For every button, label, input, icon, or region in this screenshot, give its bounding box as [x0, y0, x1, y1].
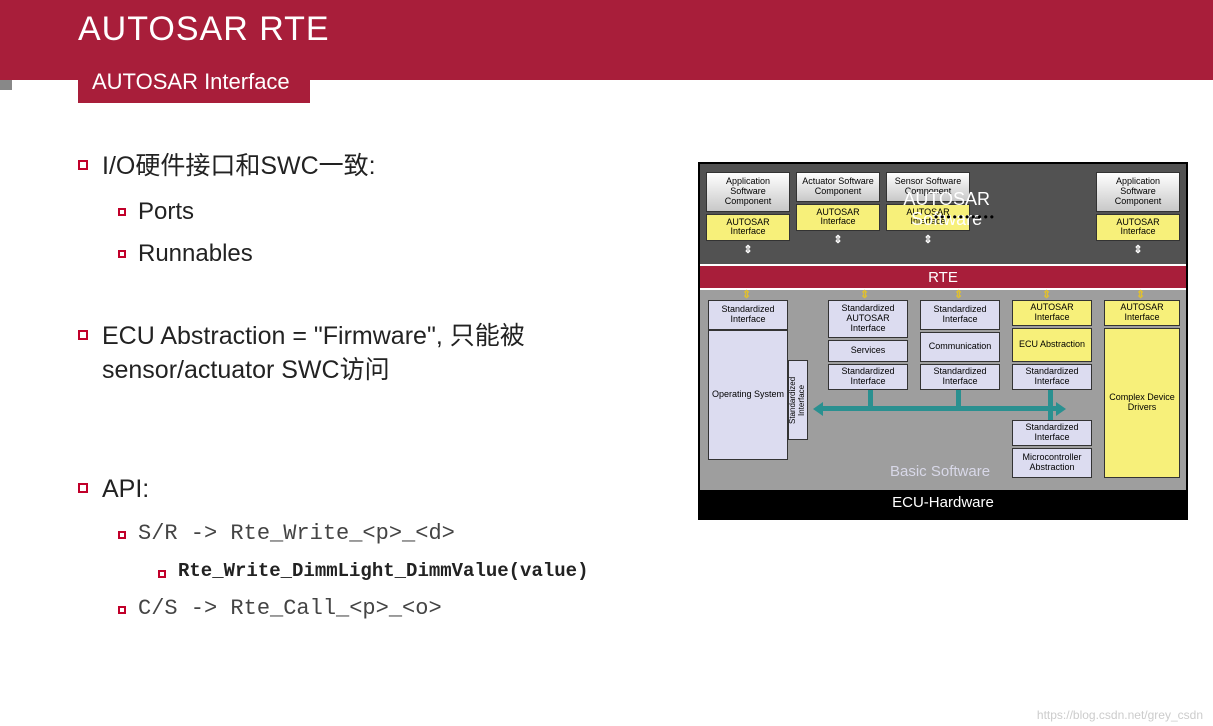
bullet-lvl2: S/R -> Rte_Write_<p>_<d> — [118, 521, 658, 546]
autosar-interface-box: AUTOSAR Interface — [1096, 214, 1180, 241]
autosar-interface-box: AUTOSAR Interface — [1012, 300, 1092, 326]
communication-box: Communication — [920, 332, 1000, 362]
bullet-lvl1: I/O硬件接口和SWC一致: — [78, 150, 658, 184]
autosar-interface-box: AUTOSAR Interface — [796, 204, 880, 231]
std-autosar-interface-box: Standardized AUTOSAR Interface — [828, 300, 908, 338]
bullet-text: Rte_Write_DimmLight_DimmValue(value) — [178, 560, 588, 582]
rte-bar: RTE — [700, 264, 1186, 290]
bullet-square-icon — [78, 160, 88, 170]
arrow-head-icon — [813, 402, 823, 416]
services-box: Services — [828, 340, 908, 362]
diagram-top-row: Application Software Component AUTOSAR I… — [700, 164, 1186, 264]
app-swc-box: Application Software Component — [706, 172, 790, 212]
diagram-col: Application Software Component AUTOSAR I… — [706, 172, 790, 260]
watermark: https://blog.csdn.net/grey_csdn — [1037, 708, 1203, 722]
bullet-square-icon — [118, 208, 126, 216]
std-interface-box: Standardized Interface — [708, 300, 788, 330]
autosar-architecture-diagram: Application Software Component AUTOSAR I… — [698, 162, 1188, 520]
bullet-text: Ports — [138, 198, 194, 226]
left-edge-decor — [0, 80, 12, 90]
basic-software-label: Basic Software — [890, 463, 990, 480]
bullet-square-icon — [118, 531, 126, 539]
ecu-abstraction-box: ECU Abstraction — [1012, 328, 1092, 362]
bullet-square-icon — [118, 250, 126, 258]
bullet-text: I/O硬件接口和SWC一致: — [102, 150, 376, 184]
ecu-hardware-bar: ECU-Hardware — [700, 490, 1186, 518]
content-area: I/O硬件接口和SWC一致: Ports Runnables ECU Abstr… — [78, 150, 658, 635]
connector-icon: ⇕ — [833, 233, 842, 246]
connector-icon: ⇕ — [743, 243, 752, 256]
subtitle-tab: AUTOSAR Interface — [78, 63, 310, 103]
mcu-abstraction-box: Microcontroller Abstraction — [1012, 448, 1092, 478]
bullet-lvl1: ECU Abstraction = "Firmware", 只能被sensor/… — [78, 320, 658, 388]
bullet-text: ECU Abstraction = "Firmware", 只能被sensor/… — [102, 320, 658, 388]
bullet-text: API: — [102, 473, 149, 507]
bullet-lvl2: C/S -> Rte_Call_<p>_<o> — [118, 596, 658, 621]
connector-icon: ⇕ — [923, 233, 932, 246]
teal-connector — [956, 390, 961, 410]
autosar-interface-box: AUTOSAR Interface — [1104, 300, 1180, 326]
bullet-lvl1: API: — [78, 473, 658, 507]
diagram-col: Actuator Software Component AUTOSAR Inte… — [796, 172, 880, 260]
page-title: AUTOSAR RTE — [78, 10, 1213, 49]
std-interface-box: Standardized Interface — [1012, 420, 1092, 446]
autosar-software-label-area: AUTOSAR Software •••••••••• — [976, 172, 1090, 260]
bullet-lvl2: Ports — [118, 198, 658, 226]
bullet-text: Runnables — [138, 240, 253, 268]
app-swc-box: Application Software Component — [1096, 172, 1180, 212]
connector-icon: ⇕ — [1133, 243, 1142, 256]
bullet-lvl3: Rte_Write_DimmLight_DimmValue(value) — [158, 560, 658, 582]
arrow-head-icon — [1056, 402, 1066, 416]
dots-icon: •••••••••• — [934, 210, 996, 224]
teal-connector — [1048, 390, 1053, 420]
basic-software-area: ⇕ ⇕ ⇕ ⇕ ⇕ Standardized Interface Operati… — [700, 290, 1186, 490]
std-interface-box: Standardized Interface — [920, 364, 1000, 390]
std-interface-box-vertical: Standardized Interface — [788, 360, 808, 440]
bullet-square-icon — [78, 330, 88, 340]
actuator-swc-box: Actuator Software Component — [796, 172, 880, 202]
std-interface-box: Standardized Interface — [920, 300, 1000, 330]
complex-device-drivers-box: Complex Device Drivers — [1104, 328, 1180, 478]
teal-connector — [820, 406, 1060, 411]
bullet-square-icon — [158, 570, 166, 578]
teal-connector — [868, 390, 873, 410]
std-interface-box: Standardized Interface — [1012, 364, 1092, 390]
std-interface-box: Standardized Interface — [828, 364, 908, 390]
autosar-interface-box: AUTOSAR Interface — [706, 214, 790, 241]
bullet-square-icon — [118, 606, 126, 614]
bullet-square-icon — [78, 483, 88, 493]
diagram-col: Application Software Component AUTOSAR I… — [1096, 172, 1180, 260]
bullet-lvl2: Runnables — [118, 240, 658, 268]
operating-system-box: Operating System — [708, 330, 788, 460]
bullet-text: C/S -> Rte_Call_<p>_<o> — [138, 596, 442, 621]
bullet-text: S/R -> Rte_Write_<p>_<d> — [138, 521, 455, 546]
